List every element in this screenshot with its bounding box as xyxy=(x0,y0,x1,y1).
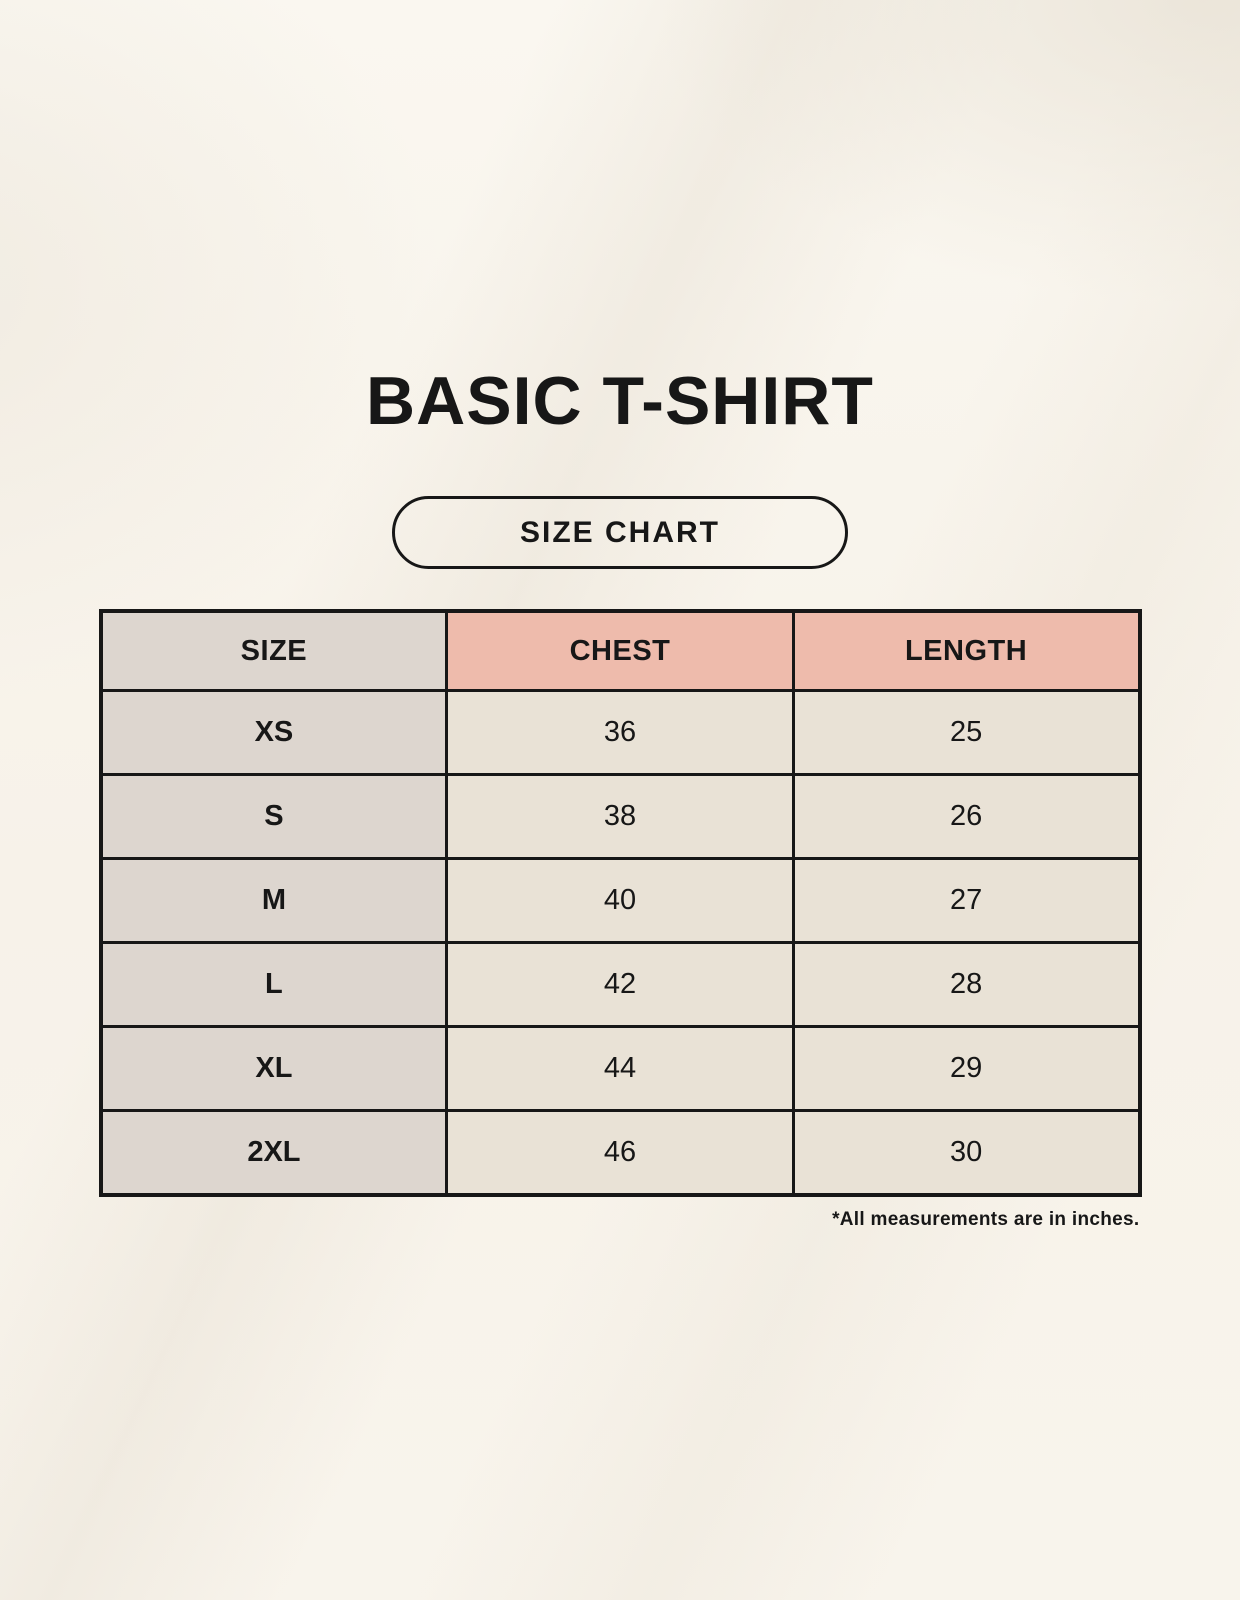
size-cell: 2XL xyxy=(98,1109,449,1197)
measurements-footnote: *All measurements are in inches. xyxy=(832,1209,1140,1231)
table-row-m: M 40 27 xyxy=(98,857,1142,945)
chest-cell: 40 xyxy=(445,857,795,945)
product-title: BASIC T-SHIRT xyxy=(366,363,874,439)
chest-cell: 46 xyxy=(445,1109,795,1197)
size-cell: XS xyxy=(98,689,449,777)
size-cell: XL xyxy=(98,1025,449,1113)
size-table-head: SIZE CHEST LENGTH xyxy=(98,609,1142,693)
size-table-body: XS 36 25 S 38 26 M 40 27 L 42 28 XL 44 xyxy=(98,689,1142,1197)
size-chart-badge: SIZE CHART xyxy=(392,496,848,570)
length-cell: 30 xyxy=(791,1109,1142,1197)
table-row-xs: XS 36 25 xyxy=(98,689,1142,777)
length-cell: 28 xyxy=(791,941,1142,1029)
size-table: SIZE CHEST LENGTH XS 36 25 S 38 26 M 40 … xyxy=(98,609,1142,1198)
header-row: SIZE CHEST LENGTH xyxy=(98,609,1142,693)
length-cell: 26 xyxy=(791,773,1142,861)
table-row-s: S 38 26 xyxy=(98,773,1142,861)
table-row-2xl: 2XL 46 30 xyxy=(98,1109,1142,1197)
length-cell: 29 xyxy=(791,1025,1142,1113)
chest-cell: 38 xyxy=(445,773,795,861)
chest-cell: 42 xyxy=(445,941,795,1029)
column-header-size: SIZE xyxy=(98,609,449,693)
size-cell: S xyxy=(98,773,449,861)
chest-cell: 44 xyxy=(445,1025,795,1113)
size-cell: M xyxy=(98,857,449,945)
length-cell: 25 xyxy=(791,689,1142,777)
chest-cell: 36 xyxy=(445,689,795,777)
table-row-xl: XL 44 29 xyxy=(98,1025,1142,1113)
table-row-l: L 42 28 xyxy=(98,941,1142,1029)
length-cell: 27 xyxy=(791,857,1142,945)
size-cell: L xyxy=(98,941,449,1029)
column-header-length: LENGTH xyxy=(791,609,1142,693)
column-header-chest: CHEST xyxy=(445,609,795,693)
size-chart-badge-label: SIZE CHART xyxy=(520,515,720,549)
